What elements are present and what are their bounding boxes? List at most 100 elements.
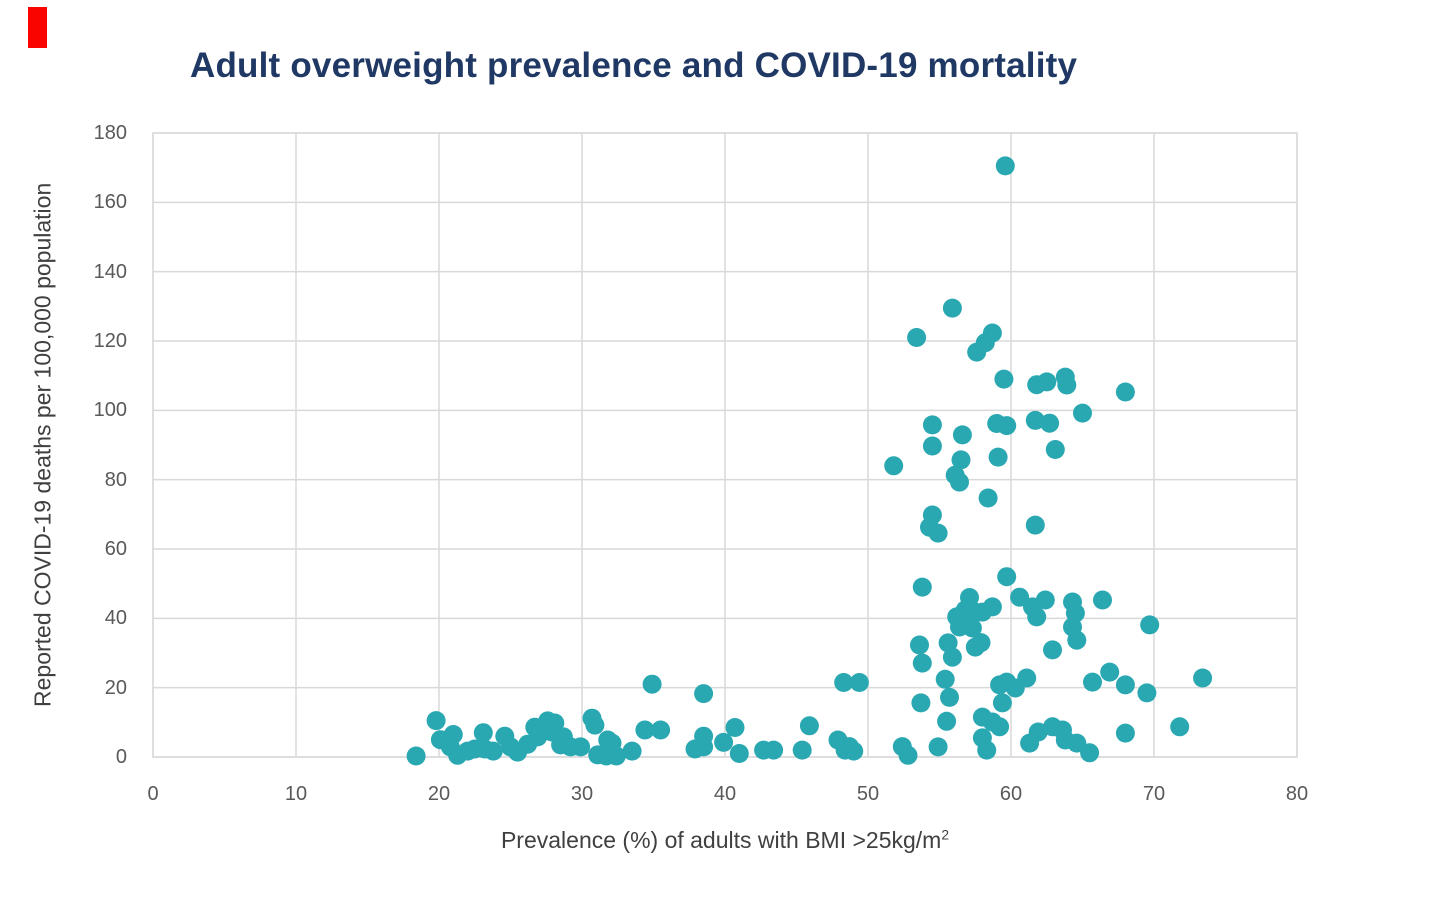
data-point [935, 669, 955, 689]
data-point [528, 727, 548, 747]
data-point [1093, 590, 1112, 610]
data-point [1100, 662, 1120, 682]
data-point [938, 633, 958, 653]
data-point [799, 716, 819, 736]
data-point [1193, 668, 1213, 688]
data-point [978, 488, 998, 508]
data-point [971, 633, 991, 653]
data-point [898, 745, 918, 765]
data-point [849, 673, 869, 692]
data-point [912, 577, 932, 597]
data-point [994, 369, 1014, 389]
data-point [1025, 515, 1045, 535]
data-point [1115, 675, 1135, 695]
data-point [1170, 717, 1190, 737]
data-point [585, 715, 605, 735]
data-point [950, 472, 969, 492]
data-point [571, 737, 591, 757]
plot-area [152, 132, 1298, 766]
y-axis-title: Reported COVID-19 deaths per 100,000 pop… [29, 182, 56, 708]
y-tick-label: 100 [93, 399, 127, 422]
y-tick-label: 180 [93, 122, 127, 144]
data-point [694, 737, 714, 757]
data-point [1115, 723, 1135, 743]
data-point [940, 687, 959, 707]
y-tick-label: 120 [93, 330, 127, 352]
data-point [952, 425, 972, 445]
data-point [951, 450, 971, 470]
data-point [426, 711, 446, 731]
data-point [992, 693, 1012, 713]
x-tick-label: 20 [427, 783, 451, 805]
y-tick-label: 40 [104, 607, 127, 630]
y-tick-label: 80 [104, 468, 127, 491]
data-point [922, 415, 942, 435]
x-tick-label: 10 [284, 783, 308, 805]
data-point [473, 723, 493, 743]
data-point [642, 674, 662, 694]
x-axis-title-superscript: 2 [941, 827, 950, 843]
data-point [990, 717, 1010, 737]
data-point [1115, 382, 1135, 402]
data-point [725, 718, 745, 737]
data-point [1137, 683, 1157, 703]
data-point [911, 693, 931, 713]
data-point [443, 725, 463, 744]
data-point [694, 684, 714, 704]
scatter-points [406, 156, 1213, 766]
data-point [960, 588, 979, 607]
data-point [907, 328, 927, 347]
data-point [1028, 722, 1048, 742]
data-point [1025, 410, 1045, 430]
data-point [1080, 743, 1100, 763]
data-point [1065, 603, 1085, 623]
data-point [922, 505, 942, 525]
data-point [844, 741, 864, 761]
data-point [729, 744, 749, 763]
data-point [977, 740, 997, 760]
x-tick-label: 50 [856, 783, 880, 805]
data-point [1073, 403, 1092, 423]
x-tick-label: 30 [570, 783, 594, 805]
data-point [1067, 630, 1087, 650]
data-point [651, 720, 671, 740]
data-point [1035, 590, 1055, 610]
data-point [764, 740, 784, 760]
data-point [1037, 372, 1057, 392]
x-axis-title-text: Prevalence (%) of adults with BMI >25kg/… [500, 827, 942, 853]
y-tick-label: 60 [104, 538, 127, 560]
data-point [982, 323, 1002, 343]
data-point [962, 618, 982, 638]
data-point [988, 447, 1008, 467]
data-point [1140, 615, 1160, 635]
data-point [545, 713, 565, 733]
y-tick-label: 0 [115, 746, 127, 768]
data-point [928, 523, 948, 543]
data-point [606, 746, 626, 766]
data-point [1010, 587, 1030, 607]
data-point [483, 741, 503, 761]
data-point [937, 711, 957, 731]
x-axis-title: Prevalence (%) of adults with BMI >25kg/… [153, 827, 1297, 854]
data-point [982, 597, 1002, 617]
x-tick-label: 0 [147, 783, 159, 805]
data-point [1040, 413, 1060, 433]
x-tick-label: 80 [1285, 783, 1309, 805]
plot-border [152, 132, 1298, 758]
x-tick-label: 70 [1142, 783, 1166, 805]
data-point [912, 653, 932, 673]
data-point [997, 416, 1017, 436]
data-point [884, 456, 904, 476]
data-point [1083, 672, 1102, 692]
gridlines [152, 132, 1298, 758]
y-tick-label: 160 [93, 191, 127, 214]
y-tick-label: 20 [104, 676, 127, 699]
data-point [1057, 375, 1077, 395]
x-tick-label: 40 [713, 783, 737, 805]
data-point [928, 737, 948, 757]
data-point [910, 635, 929, 655]
chart-title: Adult overweight prevalence and COVID-19… [190, 46, 1078, 85]
data-point [922, 436, 942, 456]
data-point [1043, 640, 1062, 660]
